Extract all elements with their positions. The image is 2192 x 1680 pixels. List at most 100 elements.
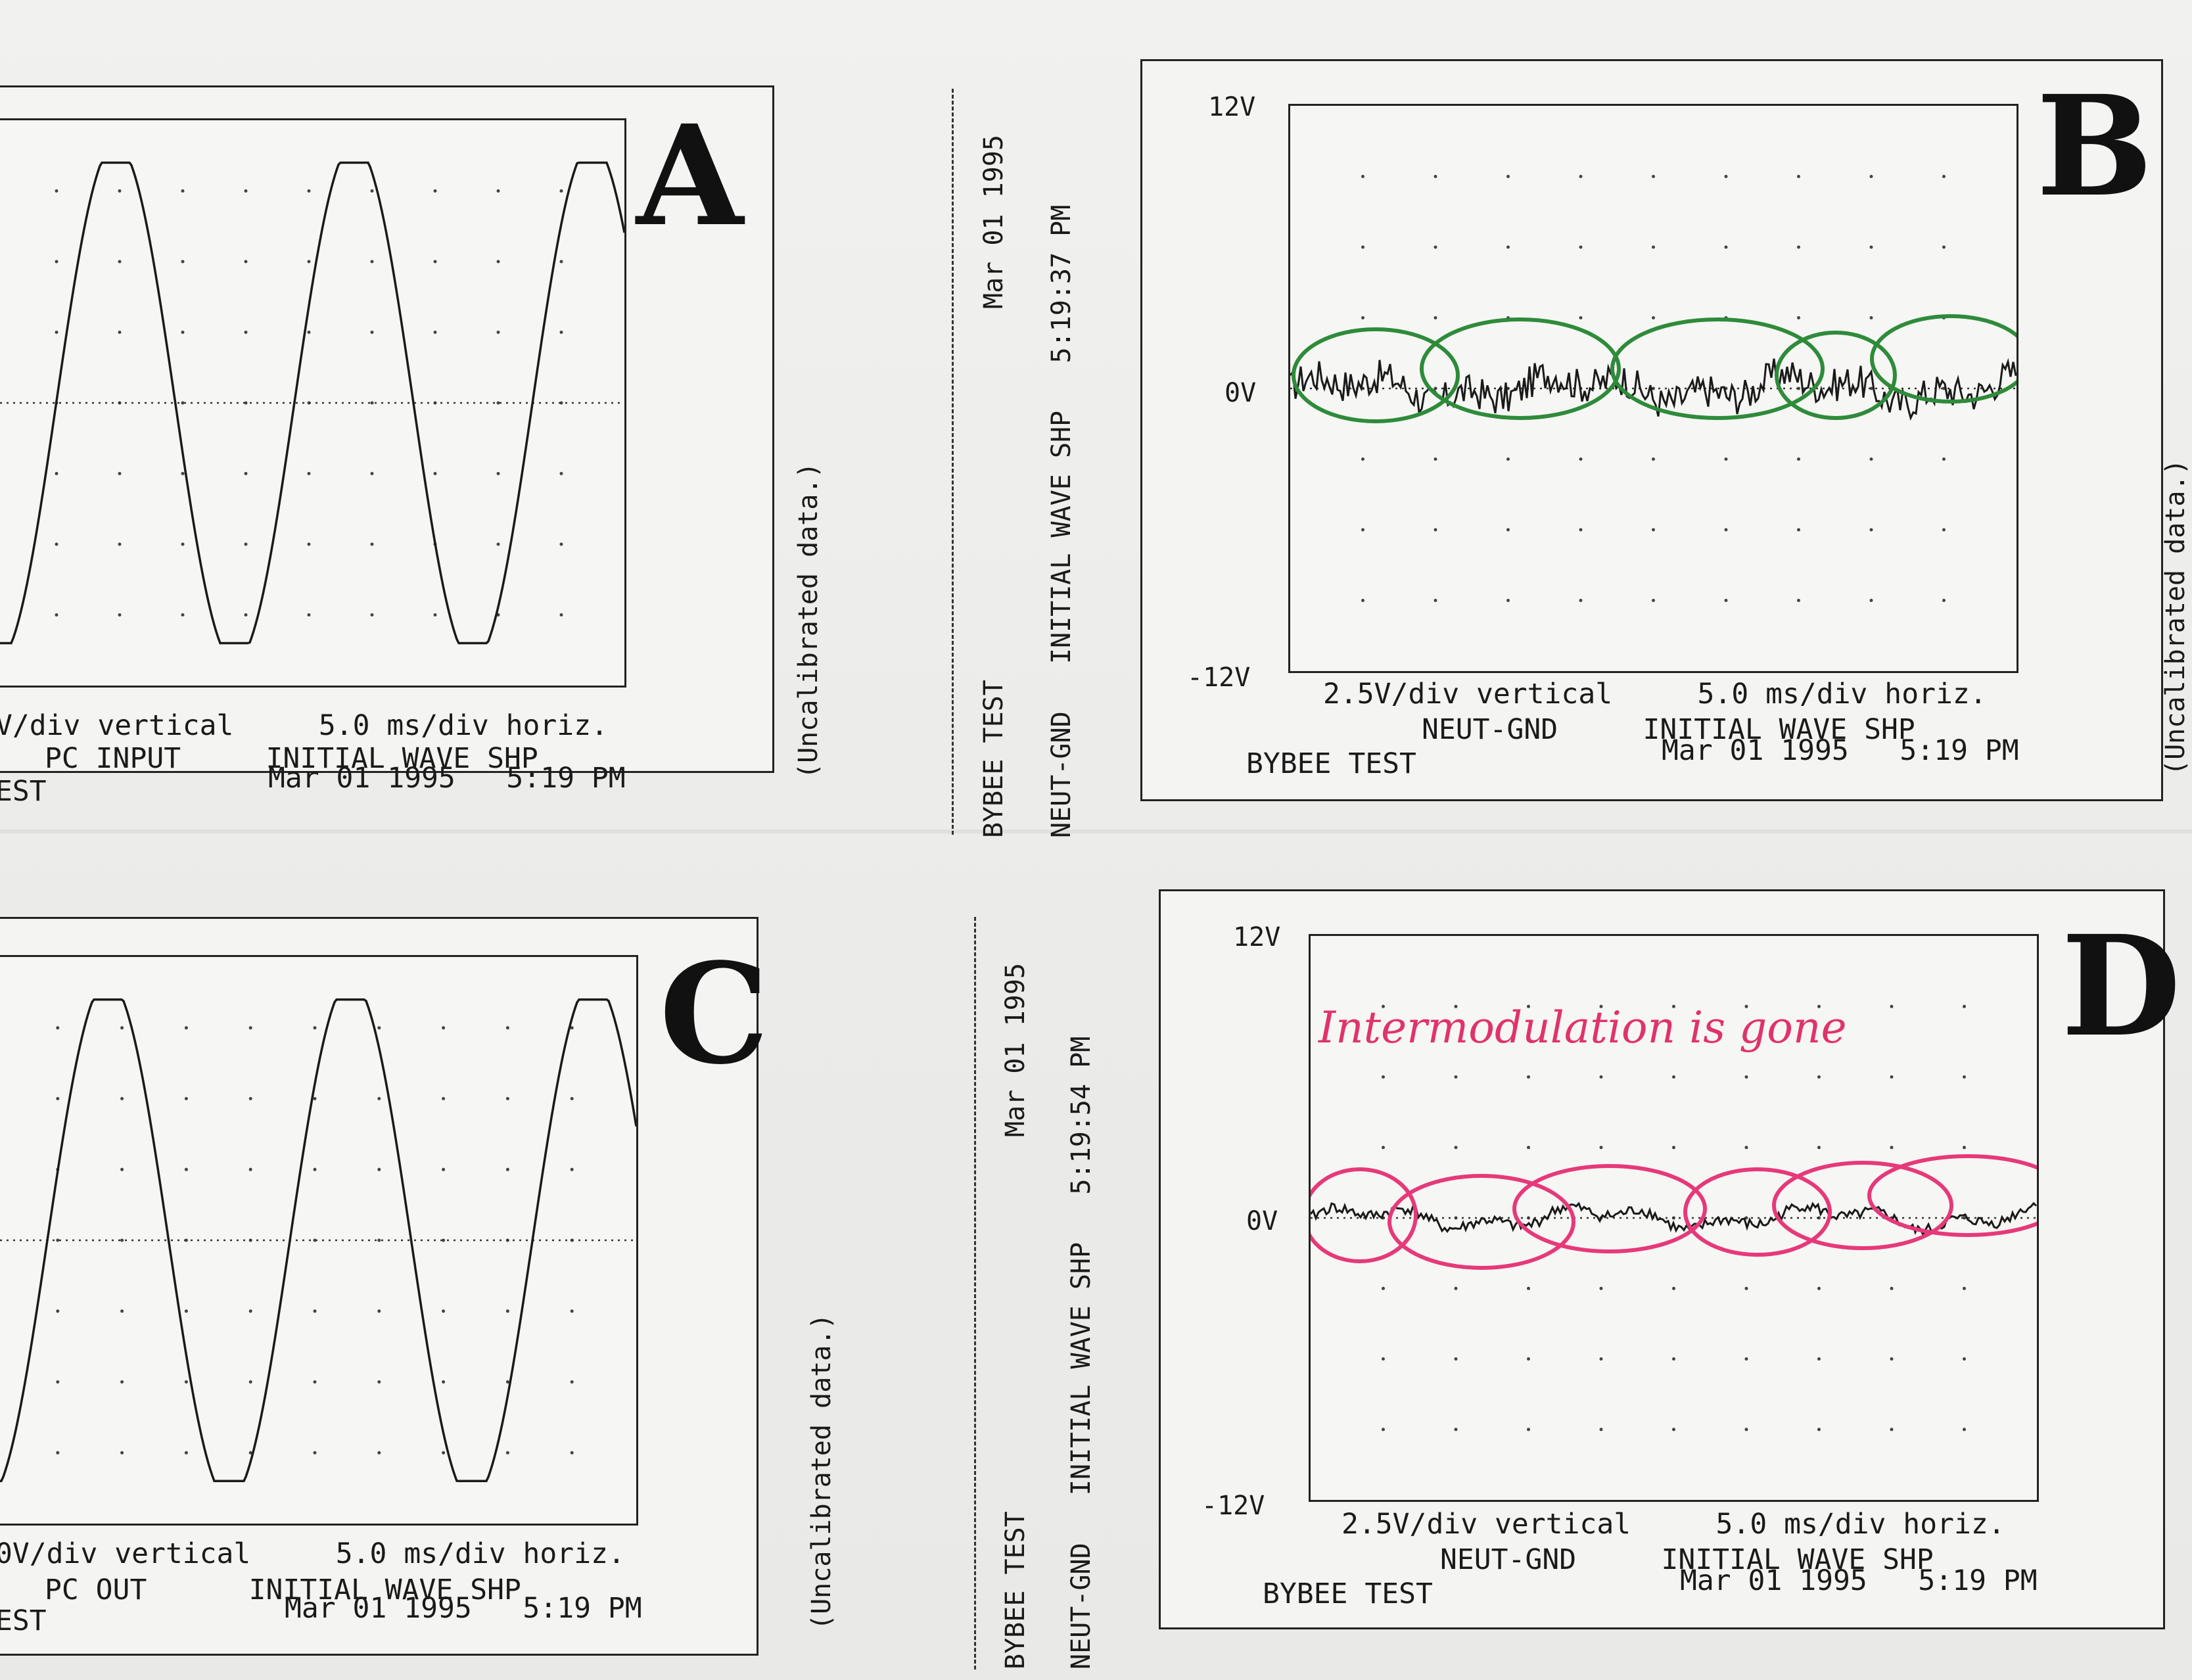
panel-d-scale: 2.5V/div vertical 5.0 ms/div horiz. [1341,1508,2005,1541]
grid-dot [559,260,563,264]
grid-dot [1434,316,1437,319]
grid-dot [496,260,500,264]
grid-dot [1869,316,1873,319]
plot-d [1309,934,2039,1502]
grid-dot [184,1451,188,1455]
grid-dot [559,189,563,193]
grid-dots [1382,1004,1966,1432]
grid-dot [442,1026,446,1030]
grid-dot [1454,1004,1458,1008]
grid-dot [1890,1004,1894,1008]
grid-dot [1361,175,1364,178]
grid-dot [1527,1004,1530,1008]
grid-dot [1652,457,1655,461]
grid-dot [1942,457,1946,461]
grid-dot [370,613,374,617]
grid-dot [1744,1004,1748,1008]
grid-dot [1599,1004,1603,1008]
grid-dot [1672,1004,1675,1008]
grid-dot [1361,528,1364,532]
grid-dot [55,472,58,475]
top-strip-date: Mar 01 1995 [979,135,1009,309]
grid-dot [181,613,185,617]
grid-dot [570,1167,574,1171]
grid-dot [370,401,374,405]
grid-dot [1672,1428,1675,1432]
panel-a-letter: A [636,95,743,257]
paper-fold [0,829,2192,833]
grid-dot [248,1451,252,1455]
grid-dot [1579,316,1583,319]
grid-dot [505,1097,509,1100]
grid-dot [1454,1075,1458,1079]
grid-dot [1942,599,1946,602]
panel-b-test: BYBEE TEST [1246,747,1416,780]
grid-dot [1869,245,1873,249]
panel-b-scale: 2.5V/div vertical 5.0 ms/div horiz. [1323,678,1987,711]
grid-dot [1817,1428,1821,1432]
panel-c-date: Mar 01 1995 5:19 PM [285,1592,642,1625]
grid-dot [1672,1357,1675,1361]
grid-dot [1797,528,1800,532]
grid-dot [1454,1146,1458,1150]
grid-dot [377,1380,381,1384]
grid-dot [1527,1146,1530,1150]
grid-dot [559,613,563,617]
grid-dot [1652,175,1655,178]
top-strip-info: NEUT-GND INITIAL WAVE SHP 5:19:37 PM [1046,204,1077,838]
grid-dot [442,1380,446,1384]
grid-dot [55,542,58,546]
grid-dot [248,1026,252,1030]
grid-dot [505,1380,509,1384]
grid-dot [370,260,374,264]
grid-dot [505,1026,509,1030]
grid-dot [248,1380,252,1384]
grid-dot [377,1026,381,1030]
grid-dot [1963,1004,1966,1008]
grid-dot [1382,1357,1385,1361]
grid-dot [181,331,185,334]
grid-dot [1890,1075,1894,1079]
grid-dot [56,1097,60,1100]
grid-dot [1599,1428,1603,1432]
grid-dot [313,1451,317,1455]
grid-dot [505,1167,509,1171]
grid-dot [1890,1146,1894,1150]
grid-dot [120,1309,124,1313]
grid-dot [1382,1428,1385,1432]
grid-dot [1963,1286,1966,1290]
grid-dot [1382,1075,1385,1079]
series-line [0,161,624,645]
grid-dot [1869,457,1873,461]
grid-dot [120,1451,124,1455]
grid-dot [1963,1428,1966,1432]
panel-b: 12V 0V -12V B 2.5V/div vertical 5.0 ms/d… [1140,59,2163,801]
grid-dot [184,1026,188,1030]
grid-dot [56,1309,60,1313]
series-line [1290,358,2017,421]
panel-b-letter: B [2036,65,2153,227]
panel-d-ytick-top: 12V [1233,922,1281,952]
grid-dot [248,1097,252,1100]
hand-drawn-circle [1387,1174,1575,1270]
grid-dot [442,1097,446,1100]
grid-dot [181,401,185,405]
grid-dot [1579,599,1583,602]
bottom-strip-divider [974,917,976,1669]
grid-dot [496,542,500,546]
grid-dot [184,1380,188,1384]
grid-dot [377,1167,381,1171]
grid-dot [570,1097,574,1100]
panel-b-ytick-bot: -12V [1187,663,1251,693]
series-line [1311,1202,2037,1238]
panel-a-scale: V/div vertical 5.0 ms/div horiz. [0,709,608,742]
grid-dot [244,331,248,334]
grid-dot [55,260,58,264]
bottom-strip-test: BYBEE TEST [1000,1511,1031,1669]
grid-dot [505,1309,509,1313]
plot-c [0,955,638,1526]
grid-dot [1361,245,1364,249]
grid-dot [559,472,563,475]
grid-dot [1506,175,1510,178]
grid-dot [496,331,500,334]
